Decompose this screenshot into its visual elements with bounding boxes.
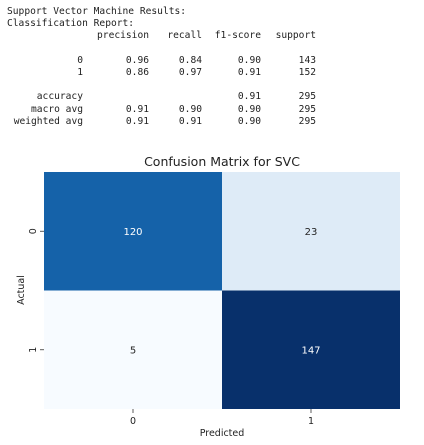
cell-value-label: 23 xyxy=(305,227,318,238)
support-value: 295 xyxy=(298,103,316,115)
chart-title: Confusion Matrix for SVC xyxy=(144,154,300,169)
heatmap-cell-1-0 xyxy=(44,290,222,409)
heatmap-cell-1-1 xyxy=(222,290,400,409)
f1-value: 0.91 xyxy=(237,66,261,78)
support-value: 295 xyxy=(298,91,316,103)
f1-value: 0.90 xyxy=(237,115,261,127)
report-blank-line xyxy=(7,43,316,55)
heatmap-cells: 120 23 5 147 xyxy=(44,172,400,409)
axis-ticks: 0 1 0 1 xyxy=(28,228,314,427)
row-label: 1 xyxy=(77,66,83,78)
cell-value-label: 120 xyxy=(123,227,142,238)
report-heading: Support Vector Machine Results: xyxy=(7,6,187,17)
column-header-f1-score: f1-score xyxy=(214,30,261,42)
cell-value-label: 147 xyxy=(301,345,320,356)
report-blank-line xyxy=(7,79,316,91)
recall-value: 0.84 xyxy=(178,54,202,66)
row-label: accuracy xyxy=(36,91,83,103)
support-value: 295 xyxy=(298,115,316,127)
heatmap-cell-0-0 xyxy=(44,172,222,291)
report-row-accuracy: accuracy 0.91 295 xyxy=(7,91,316,103)
recall-value: 0.97 xyxy=(178,66,202,78)
row-label: weighted avg xyxy=(13,115,83,127)
support-value: 143 xyxy=(298,54,316,66)
precision-value: 0.91 xyxy=(125,103,149,115)
x-tick-label: 1 xyxy=(308,416,314,427)
report-header-row: precision recall f1-score support xyxy=(7,30,316,42)
precision-value: 0.96 xyxy=(125,54,149,66)
f1-value: 0.91 xyxy=(237,91,261,103)
report-row-weighted-avg: weighted avg 0.91 0.91 0.90 295 xyxy=(7,116,316,128)
report-subheading: Classification Report: xyxy=(7,18,135,30)
y-tick-label: 0 xyxy=(28,228,39,234)
x-axis-label: Predicted xyxy=(200,428,245,439)
recall-value: 0.90 xyxy=(178,103,202,115)
row-label: macro avg xyxy=(31,103,83,115)
classification-report: Support Vector Machine Results: Classific… xyxy=(7,6,316,128)
precision-value: 0.86 xyxy=(125,66,149,78)
support-value: 152 xyxy=(298,66,316,78)
f1-value: 0.90 xyxy=(237,103,261,115)
precision-value: 0.91 xyxy=(125,115,149,127)
y-tick-label: 1 xyxy=(28,347,39,353)
recall-value: 0.91 xyxy=(178,115,202,127)
column-header-precision: precision xyxy=(97,30,149,42)
confusion-matrix-chart: Confusion Matrix for SVC 120 235 147 0 101 … xyxy=(16,154,400,439)
row-label: 0 xyxy=(77,54,83,66)
heatmap-cell-0-1 xyxy=(222,172,400,291)
report-row-class-1: 1 0.86 0.97 0.91 152 xyxy=(7,67,316,79)
y-axis-label: Actual xyxy=(16,275,27,305)
column-header-support: support xyxy=(275,30,316,42)
report-row-class-0: 0 0.96 0.84 0.90 143 xyxy=(7,55,316,67)
cell-value-label: 5 xyxy=(130,345,136,356)
f1-value: 0.90 xyxy=(237,54,261,66)
column-header-recall: recall xyxy=(167,30,202,42)
x-tick-label: 0 xyxy=(130,416,136,427)
report-row-macro-avg: macro avg 0.91 0.90 0.90 295 xyxy=(7,104,316,116)
